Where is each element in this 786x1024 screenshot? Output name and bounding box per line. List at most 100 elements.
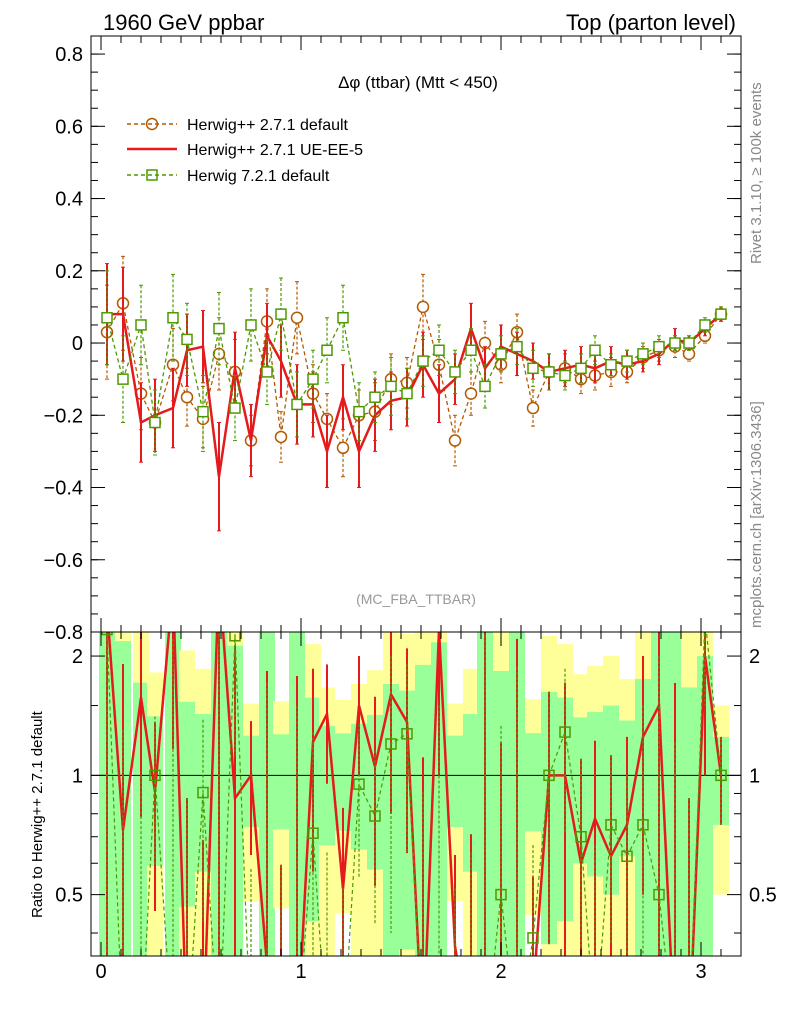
- data-point-square: [465, 344, 477, 357]
- ratio-point-square: [369, 810, 381, 822]
- y-tick-label: 0.8: [55, 44, 83, 66]
- data-point-square: [699, 319, 711, 331]
- data-point-square: [543, 366, 555, 378]
- ratio-y-tick-label-right: 0.5: [749, 885, 777, 907]
- legend-marker-circle: [145, 117, 159, 131]
- data-point-square: [575, 362, 587, 375]
- data-point-square: [117, 373, 129, 385]
- data-point-square: [101, 311, 113, 324]
- y-tick-label: 0.6: [55, 116, 83, 138]
- legend-entry-herwig7-default: Herwig 7.2.1 default: [127, 168, 330, 185]
- ratio-point-square: [715, 769, 727, 782]
- legend-label-herwigpp-ueee5: Herwig++ 2.7.1 UE-EE-5: [187, 142, 363, 159]
- header-process-label: Top (parton level): [566, 10, 736, 35]
- data-point-square: [449, 366, 461, 378]
- analysis-tag: (MC_FBA_TTBAR): [356, 591, 476, 607]
- data-point-square: [417, 355, 429, 367]
- data-point-square: [275, 308, 287, 320]
- ratio-band-inner: [525, 733, 541, 832]
- ratio-y-tick-label: 2: [72, 646, 83, 668]
- data-point-square: [291, 398, 303, 411]
- ratio-y-tick-label-right: 2: [749, 646, 760, 668]
- legend-marker-square: [146, 169, 158, 181]
- data-point-square: [197, 405, 209, 418]
- ratio-series: [101, 632, 727, 990]
- ratio-y-tick-label: 0.5: [55, 885, 83, 907]
- data-point-square: [433, 344, 445, 357]
- header-energy-label: 1960 GeV ppbar: [103, 10, 264, 35]
- data-point-square: [353, 405, 365, 418]
- data-point-square: [621, 355, 633, 367]
- data-point-square: [229, 402, 241, 414]
- data-point-circle: [526, 401, 540, 415]
- ratio-band-inner: [383, 684, 399, 956]
- data-point-square: [495, 348, 507, 360]
- data-point-circle: [290, 311, 304, 324]
- data-point-square: [637, 348, 649, 360]
- ratio-panel: 0 1 2 3 2 2 1 1 0.5 0.5: [55, 631, 777, 990]
- ratio-series-line: [106, 632, 722, 956]
- ratio-band-inner: [447, 735, 463, 827]
- data-point-circle: [416, 300, 430, 314]
- legend-label-herwig7-default: Herwig 7.2.1 default: [187, 168, 330, 185]
- ratio-band-inner: [463, 713, 479, 872]
- data-point-square: [511, 340, 523, 353]
- ratio-point-square: [621, 850, 633, 862]
- ratio-band-inner: [273, 734, 289, 830]
- x-tick-label: 0: [95, 961, 106, 983]
- data-point-square: [135, 319, 147, 331]
- ratio-y-tick-label: 1: [72, 765, 83, 787]
- data-point-circle: [274, 430, 288, 444]
- ratio-band-inner: [195, 713, 211, 872]
- x-tick-label: 2: [495, 961, 506, 983]
- ratio-point-square: [653, 888, 665, 901]
- ratio-point-square: [385, 738, 397, 750]
- ratio-band-inner: [335, 733, 351, 831]
- legend-entry-herwigpp-default: Herwig++ 2.7.1 default: [127, 117, 349, 134]
- y-tick-label: −0.8: [44, 622, 83, 644]
- legend-label-herwigpp-default: Herwig++ 2.7.1 default: [187, 117, 349, 134]
- y-tick-label: −0.6: [44, 550, 83, 572]
- data-point-square: [167, 311, 179, 324]
- y-tick-label: 0.4: [55, 189, 83, 211]
- chart-title: Δφ (ttbar) (Mtt < 450): [338, 73, 498, 92]
- main-series: [100, 255, 728, 532]
- data-point-square: [321, 344, 333, 357]
- ratio-point-square: [450, 980, 460, 990]
- y-tick-label: 0.2: [55, 261, 83, 283]
- data-point-circle: [180, 390, 194, 404]
- data-point-square: [559, 369, 571, 382]
- x-tick-label: 3: [695, 961, 706, 983]
- mcplots-label: mcplots.cern.ch [arXiv:1306.3436]: [748, 401, 765, 628]
- data-point-square: [213, 322, 225, 335]
- data-point-square: [307, 373, 319, 385]
- data-point-square: [605, 358, 617, 371]
- ratio-point-square: [401, 728, 413, 740]
- data-point-square: [369, 391, 381, 403]
- x-tick-label: 1: [295, 961, 306, 983]
- ratio-point-square: [559, 726, 571, 738]
- ratio-band-inner: [133, 682, 149, 956]
- main-panel: 0.8 0.6 0.4 0.2 0 −0.2 −0.4 −0.6 −0.8: [44, 35, 742, 644]
- data-point-square: [479, 380, 491, 393]
- data-series-line: [107, 312, 722, 477]
- ratio-frame: [90, 631, 742, 957]
- data-point-square: [683, 337, 695, 349]
- ratio-point-square: [434, 959, 444, 969]
- data-point-circle: [448, 434, 462, 447]
- data-point-square: [337, 311, 349, 324]
- data-point-square: [245, 319, 257, 331]
- data-point-square: [527, 362, 539, 375]
- data-point-square: [653, 340, 665, 353]
- data-point-square: [385, 380, 397, 393]
- rivet-version-label: Rivet 3.1.10, ≥ 100k events: [748, 82, 765, 264]
- legend-entry-herwigpp-ueee5: Herwig++ 2.7.1 UE-EE-5: [127, 142, 363, 159]
- y-tick-label: 0: [72, 333, 83, 355]
- data-point-square: [715, 308, 727, 320]
- ratio-point-square: [101, 632, 113, 636]
- data-point-square: [401, 387, 413, 400]
- ratio-point-square: [637, 819, 649, 831]
- data-point-circle: [464, 387, 478, 400]
- data-point-square: [181, 333, 193, 346]
- ratio-y-tick-label-right: 1: [749, 765, 760, 787]
